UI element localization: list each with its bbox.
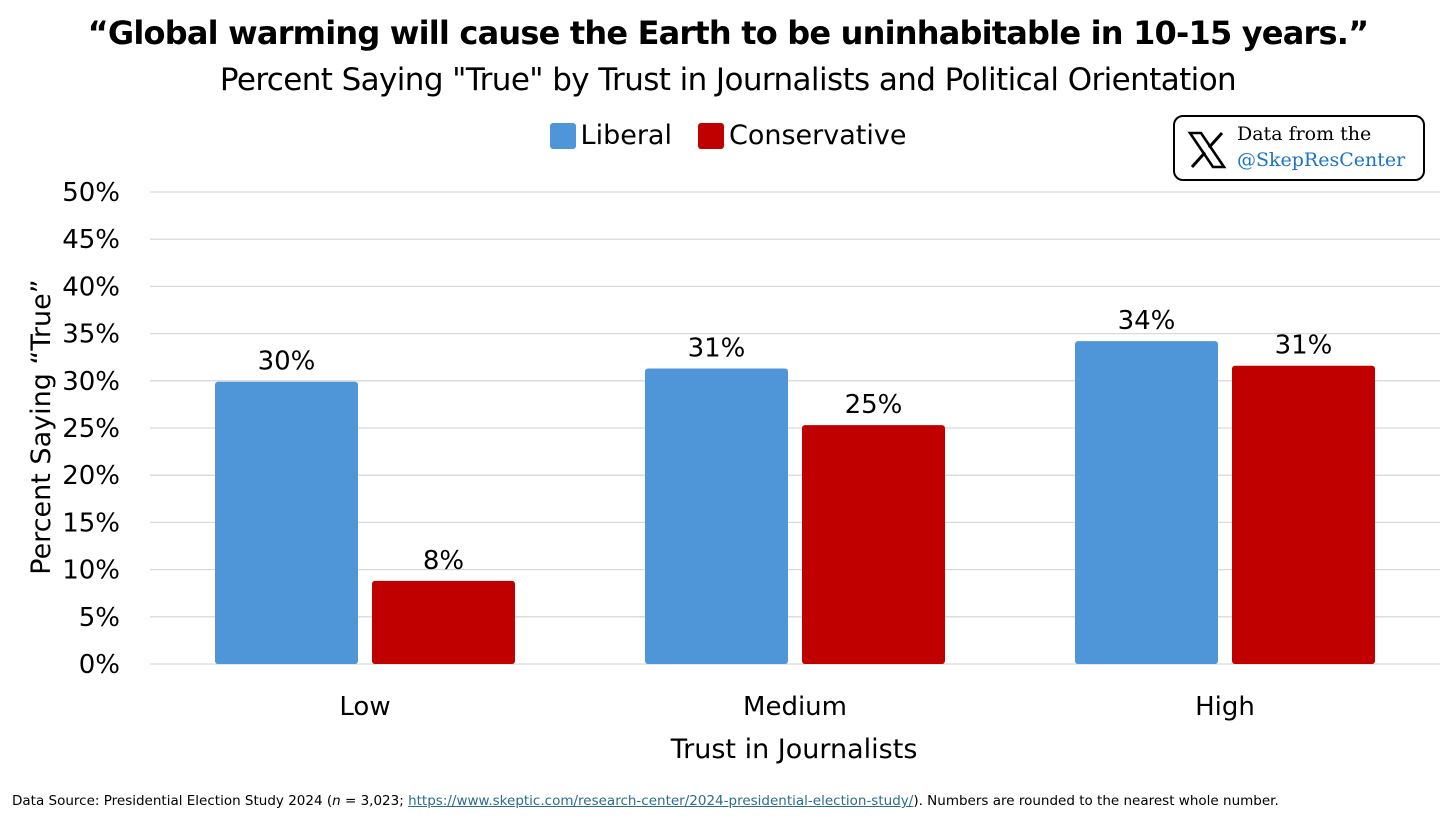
data-label-conservative-medium: 25% <box>845 390 903 420</box>
y-tick-label: 35% <box>62 320 120 350</box>
badge-text-line1: Data from the <box>1237 123 1372 145</box>
x-axis-title: Trust in Journalists <box>670 734 918 765</box>
footer-n-value: = 3,023; <box>340 793 409 809</box>
legend-item-conservative: Conservative <box>697 120 907 151</box>
data-source-footer: Data Source: Presidential Election Study… <box>12 793 1279 809</box>
footer-n-label: n <box>332 793 341 809</box>
chart-subtitle: Percent Saying "True" by Trust in Journa… <box>219 62 1237 98</box>
footer-suffix: ). Numbers are rounded to the nearest wh… <box>913 793 1279 809</box>
data-label-liberal-low: 30% <box>258 347 316 377</box>
bar-conservative-medium <box>802 425 945 664</box>
y-tick-label: 10% <box>62 556 120 586</box>
y-tick-label: 30% <box>62 367 120 397</box>
y-tick-label: 15% <box>62 508 120 538</box>
source-badge: Data from the @SkepResCenter <box>1173 115 1425 181</box>
x-logo-icon <box>1187 131 1227 169</box>
footer-prefix: Data Source: Presidential Election Study… <box>12 793 333 809</box>
footer-source-link[interactable]: https://www.skeptic.com/research-center/… <box>408 793 914 809</box>
chart-title: “Global warming will cause the Earth to … <box>87 14 1369 52</box>
y-tick-label: 25% <box>62 414 120 444</box>
x-tick-label-high: High <box>1195 692 1255 722</box>
y-tick-label: 45% <box>62 225 120 255</box>
legend-swatch-liberal <box>549 122 576 149</box>
x-tick-label-medium: Medium <box>743 692 847 722</box>
bar-liberal-low <box>215 381 358 664</box>
data-label-liberal-high: 34% <box>1118 306 1176 336</box>
data-label-conservative-high: 31% <box>1275 331 1333 361</box>
y-tick-label: 20% <box>62 461 120 491</box>
badge-handle[interactable]: @SkepResCenter <box>1237 149 1406 171</box>
legend-swatch-conservative <box>697 122 724 149</box>
y-axis-title: Percent Saying “True” <box>26 279 57 575</box>
legend-label-conservative: Conservative <box>728 120 907 151</box>
bar-liberal-high <box>1075 341 1218 664</box>
legend-item-liberal: Liberal <box>549 120 672 151</box>
y-tick-label: 40% <box>62 272 120 302</box>
legend-label-liberal: Liberal <box>580 120 672 151</box>
bar-conservative-high <box>1232 365 1375 664</box>
x-tick-label-low: Low <box>339 692 390 722</box>
y-tick-label: 50% <box>62 178 120 208</box>
bar-conservative-low <box>372 580 515 664</box>
data-label-liberal-medium: 31% <box>688 334 746 364</box>
bar-liberal-medium <box>645 368 788 664</box>
data-label-conservative-low: 8% <box>423 546 464 576</box>
legend: Liberal Conservative <box>0 120 1456 151</box>
y-tick-label: 5% <box>79 603 120 633</box>
y-tick-label: 0% <box>79 650 120 680</box>
